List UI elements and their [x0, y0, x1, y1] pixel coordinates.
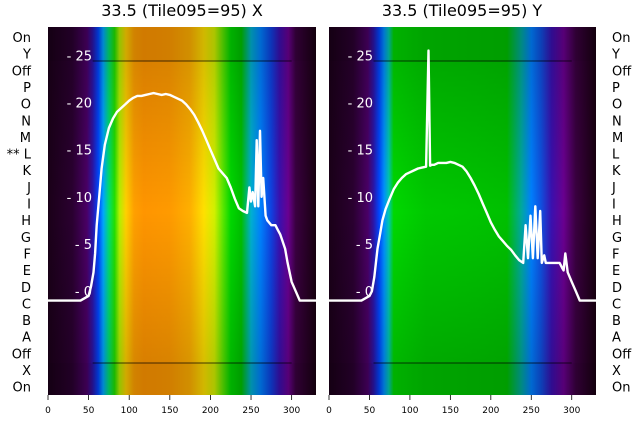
row-label-left: D: [21, 281, 31, 296]
y-tick-label: - 20: [348, 96, 373, 111]
y-tick-label: - 5: [356, 238, 373, 253]
row-label-left: M: [20, 131, 31, 146]
chart-title-x: 33.5 (Tile095=95) X: [101, 1, 263, 20]
trace-line-y: [329, 49, 596, 302]
row-label-right: Y: [611, 48, 620, 63]
row-label-left: On: [13, 31, 31, 46]
row-label-right: M: [612, 131, 623, 146]
row-label-right: C: [612, 297, 621, 312]
row-label-left: P: [23, 81, 31, 96]
x-tick-label: 250: [242, 406, 259, 416]
heatmap-band-shade: [48, 61, 316, 363]
row-label-left: ** L: [7, 148, 32, 163]
y-tick-label: - 5: [75, 238, 92, 253]
row-label-right: Off: [612, 64, 632, 79]
y-tick-label: - 25: [67, 49, 92, 64]
x-tick-label: 100: [401, 406, 418, 416]
row-label-left: On: [13, 381, 31, 396]
heatmap-top-region: [329, 27, 596, 61]
heatmap-bottom-region: [329, 363, 596, 395]
row-label-left: N: [21, 114, 31, 129]
y-tick-label: - 10: [67, 191, 92, 206]
row-label-left: E: [23, 264, 31, 279]
row-label-right: L: [612, 148, 620, 163]
row-label-left: K: [22, 164, 31, 179]
row-label-right: A: [612, 331, 621, 346]
trace-line-x: [48, 91, 316, 302]
row-label-right: Off: [612, 347, 632, 362]
x-tick-label: 50: [364, 406, 376, 416]
row-label-left: B: [22, 314, 31, 329]
x-tick-label: 250: [523, 406, 540, 416]
row-label-left: J: [26, 181, 31, 196]
row-label-right: I: [612, 198, 616, 213]
heatmap-band-shade: [329, 61, 596, 363]
x-tick-label: 150: [161, 406, 178, 416]
chart-title-y: 33.5 (Tile095=95) Y: [382, 1, 543, 20]
row-label-left: H: [21, 214, 31, 229]
x-tick-label: 300: [563, 406, 580, 416]
row-label-left: G: [21, 231, 31, 246]
row-label-right: F: [612, 247, 619, 262]
row-label-right: O: [612, 98, 622, 113]
x-tick-label: 0: [45, 406, 51, 416]
row-label-left: X: [22, 364, 31, 379]
panel-x: 33.5 (Tile095=95) X - 25- 20- 15- 10- 5-…: [45, 1, 316, 416]
row-label-right: E: [612, 264, 620, 279]
row-label-left: Y: [22, 48, 31, 63]
row-label-left: Off: [12, 347, 32, 362]
row-label-right: D: [612, 281, 622, 296]
y-tick-label: - 15: [67, 144, 92, 159]
row-label-right: H: [612, 214, 622, 229]
y-tick-label: - 10: [348, 191, 373, 206]
row-label-right: K: [612, 164, 621, 179]
x-tick-label: 300: [283, 406, 300, 416]
panel-y: 33.5 (Tile095=95) Y - 25- 20- 15- 10- 5-…: [326, 1, 596, 416]
heatmap-top-region: [48, 27, 316, 61]
x-tick-label: 0: [326, 406, 332, 416]
row-label-right: B: [612, 314, 621, 329]
row-label-left: Off: [12, 64, 32, 79]
row-label-right: P: [612, 81, 620, 96]
y-tick-label: - 20: [67, 96, 92, 111]
heatmap-bottom-region: [48, 363, 316, 395]
y-tick-label: - 25: [348, 49, 373, 64]
x-tick-label: 150: [442, 406, 459, 416]
row-label-left: C: [22, 297, 31, 312]
row-label-right: N: [612, 114, 622, 129]
x-tick-label: 200: [482, 406, 499, 416]
row-label-left: A: [22, 331, 31, 346]
x-tick-label: 100: [121, 406, 138, 416]
row-label-left: O: [21, 98, 31, 113]
row-label-right: X: [612, 364, 621, 379]
row-label-right: On: [612, 381, 630, 396]
y-tick-label: - 15: [348, 144, 373, 159]
row-label-right: J: [611, 181, 616, 196]
x-tick-label: 200: [202, 406, 219, 416]
row-label-left: I: [27, 198, 31, 213]
row-label-right: On: [612, 31, 630, 46]
row-label-left: F: [24, 247, 31, 262]
row-label-right: G: [612, 231, 622, 246]
x-tick-label: 50: [83, 406, 95, 416]
